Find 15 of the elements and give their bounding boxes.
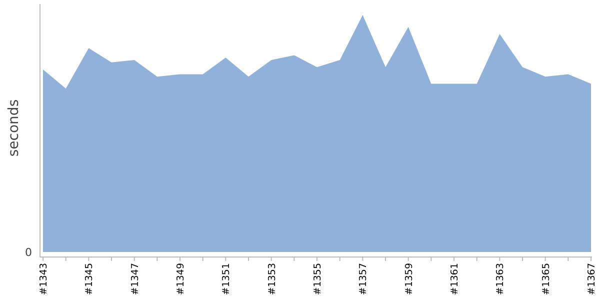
y-axis-title: seconds: [6, 99, 22, 157]
x-tick-label: #1363: [495, 263, 506, 296]
x-tick-label: #1345: [84, 263, 96, 296]
x-tick-label: #1349: [176, 263, 186, 296]
x-tick-label: #1361: [450, 263, 460, 296]
x-tick-label: #1359: [404, 263, 415, 296]
x-tick-label: #1367: [586, 263, 598, 296]
x-tick-label: #1347: [130, 263, 141, 296]
x-tick-label: #1351: [221, 263, 232, 296]
x-tick-label: #1365: [540, 263, 552, 296]
x-tick-label: #1343: [38, 263, 50, 296]
x-tick-label: #1357: [358, 263, 370, 296]
annotation: 0: [25, 246, 32, 259]
x-tick-label: #1353: [266, 263, 278, 296]
x-tick-label: #1355: [312, 263, 324, 296]
